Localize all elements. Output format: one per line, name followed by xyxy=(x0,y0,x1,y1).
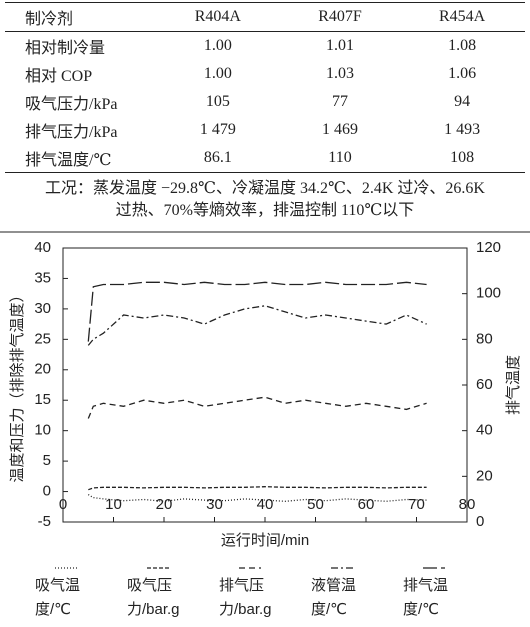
header-row: 制冷剂 R404A R407F R454A xyxy=(5,2,525,32)
table-cell: 1.01 xyxy=(325,37,354,54)
y-tick-label: 15 xyxy=(34,391,51,408)
series-line xyxy=(87,305,427,346)
y-tick-label: 10 xyxy=(34,422,51,439)
table-row: 相对制冷量 1.00 1.01 1.08 xyxy=(5,32,525,61)
y-tick-label: 25 xyxy=(34,330,51,347)
x-tick-label: 0 xyxy=(59,496,67,513)
table-cell: 1.00 xyxy=(203,37,232,54)
y2-tick-label: 0 xyxy=(476,513,484,530)
y2-tick-label: 120 xyxy=(476,239,501,256)
y-tick-label: 20 xyxy=(34,361,51,378)
data-table: 制冷剂 R404A R407F R454A 相对制冷量 1.00 1.01 1.08 相对 C… xyxy=(5,2,525,173)
x-tick-label: 10 xyxy=(105,496,122,513)
table-cell: 108 xyxy=(450,149,475,166)
table-cell: 86.1 xyxy=(203,149,232,166)
x-tick-label: 50 xyxy=(307,496,324,513)
y-tick-label: 40 xyxy=(34,239,51,256)
y-tick-label: 35 xyxy=(34,269,51,286)
table-cell: 105 xyxy=(205,93,230,110)
y2-tick-label: 100 xyxy=(476,285,501,302)
table-row: 排气温度/℃ 86.1 110 108 xyxy=(5,144,525,173)
table-cell: 1 479 xyxy=(199,121,236,138)
x-tick-label: 20 xyxy=(156,496,173,513)
table-cell: 相对 COP xyxy=(25,68,93,85)
header-cell: R454A xyxy=(439,8,486,25)
table-note: 工况：蒸发温度 −29.8℃、冷凝温度 34.2℃、2.4K 过冷、26.6K … xyxy=(45,180,485,219)
table-row: 吸气压力/kPa 105 77 94 xyxy=(5,88,525,116)
x-tick-label: 80 xyxy=(459,496,476,513)
y-tick-label: -5 xyxy=(38,513,51,530)
plot-frame xyxy=(62,247,468,523)
series-line xyxy=(87,396,427,419)
x-tick-label: 30 xyxy=(206,496,223,513)
y2-axis-label: 排气温度 xyxy=(505,355,522,415)
legend-label: 液管温度/℃ xyxy=(311,577,356,618)
table-body: 相对制冷量 1.00 1.01 1.08 相对 COP 1.00 1.03 1.06 吸气压力/… xyxy=(5,32,525,173)
legend-label: 排气压力/bar.g xyxy=(219,577,272,618)
y-tick-label: 5 xyxy=(43,452,51,469)
y-axis-label: 温度和压力（排除排气温度） xyxy=(9,287,26,482)
header-cell: 制冷剂 xyxy=(25,11,74,28)
table-row: 排气压力/kPa 1 479 1 469 1 493 xyxy=(5,116,525,144)
table-cell: 相对制冷量 xyxy=(25,40,106,57)
table-cell: 110 xyxy=(328,149,352,166)
table-cell: 1 469 xyxy=(321,121,358,138)
y-tick-label: 0 xyxy=(43,483,51,500)
y-tick-label: 30 xyxy=(34,300,51,317)
table-cell: 1.06 xyxy=(448,65,477,82)
table-cell: 1.00 xyxy=(203,65,232,82)
header-cell: R404A xyxy=(194,8,241,25)
series-line xyxy=(88,486,427,491)
table-cell: 吸气压力/kPa xyxy=(25,96,118,113)
y2-tick-label: 20 xyxy=(476,467,493,484)
x-tick-label: 60 xyxy=(358,496,375,513)
y2-tick-label: 40 xyxy=(476,422,493,439)
table-cell: 1.03 xyxy=(325,65,354,82)
table-cell: 1 493 xyxy=(444,121,481,138)
x-tick-label: 70 xyxy=(408,496,425,513)
y2-tick-label: 60 xyxy=(476,376,493,393)
table-cell: 排气压力/kPa xyxy=(25,124,118,141)
header-cell: R407F xyxy=(318,8,362,25)
x-tick-label: 40 xyxy=(257,496,274,513)
series-line xyxy=(87,494,427,502)
table-cell: 77 xyxy=(331,93,348,110)
table-cell: 排气温度/℃ xyxy=(25,152,112,169)
table-cell: 94 xyxy=(454,93,471,110)
x-axis-label: 运行时间/min xyxy=(221,532,309,549)
y2-tick-label: 80 xyxy=(476,330,493,347)
series-line xyxy=(87,281,427,342)
table-row: 相对 COP 1.00 1.03 1.06 xyxy=(5,60,525,88)
table-cell: 1.08 xyxy=(448,37,477,54)
legend-label: 排气温度/℃ xyxy=(403,577,448,618)
legend-label: 吸气压力/bar.g xyxy=(127,577,180,618)
legend-label: 吸气温度/℃ xyxy=(35,577,80,618)
